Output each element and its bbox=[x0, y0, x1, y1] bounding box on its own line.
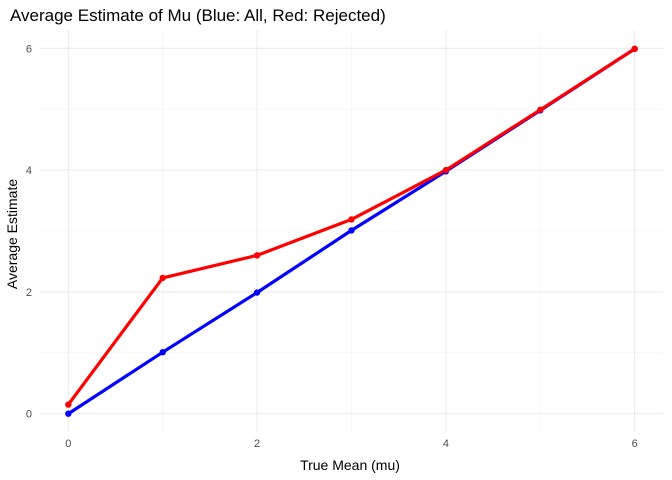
series-2-point bbox=[65, 401, 72, 408]
series-1-point bbox=[159, 349, 166, 356]
x-tick-label: 4 bbox=[443, 438, 449, 450]
series-2-point bbox=[442, 166, 450, 174]
series-2-point bbox=[348, 216, 355, 223]
x-tick-label: 6 bbox=[632, 438, 638, 450]
x-tick-labels: 0 2 4 6 bbox=[65, 438, 637, 450]
y-tick-labels: 0 2 4 6 bbox=[26, 43, 32, 420]
series-1-point bbox=[65, 410, 72, 417]
y-tick-label: 0 bbox=[26, 409, 32, 421]
series-2-point bbox=[159, 274, 166, 282]
y-axis-title: Average Estimate bbox=[4, 179, 20, 289]
y-tick-label: 6 bbox=[26, 43, 32, 55]
series-2-point bbox=[631, 45, 638, 53]
series-1-point bbox=[348, 227, 355, 234]
x-tick-label: 0 bbox=[65, 438, 71, 450]
x-axis-title: True Mean (mu) bbox=[300, 457, 400, 473]
series-2-point bbox=[537, 106, 544, 113]
chart-title: Average Estimate of Mu (Blue: All, Red: … bbox=[10, 6, 386, 25]
x-tick-label: 2 bbox=[254, 438, 260, 450]
y-tick-label: 4 bbox=[26, 165, 32, 177]
series-points bbox=[65, 45, 638, 417]
series-2-point bbox=[253, 252, 261, 259]
y-tick-label: 2 bbox=[26, 287, 32, 299]
series-1-point bbox=[253, 289, 261, 296]
